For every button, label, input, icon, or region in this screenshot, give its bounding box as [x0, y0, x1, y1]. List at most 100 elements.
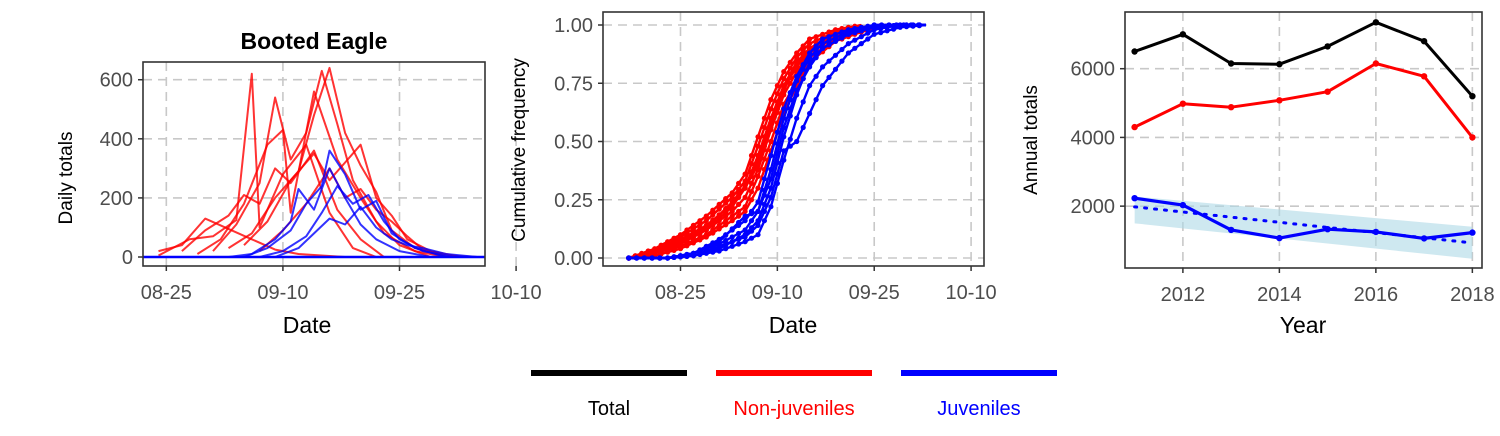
cumulative-x-axis-title: Date: [769, 312, 818, 338]
cumulative-point: [703, 244, 709, 251]
cumulative-point: [649, 255, 655, 261]
cumulative-point: [729, 213, 735, 219]
cumulative-point: [826, 34, 832, 40]
cumulative-point: [742, 208, 748, 214]
cumulative-point: [736, 208, 742, 214]
cumulative-point: [807, 36, 813, 42]
cumulative-point: [820, 41, 826, 47]
cumulative-point: [684, 235, 690, 241]
annual-y-tick-label: 4000: [1071, 127, 1116, 149]
cumulative-point: [755, 157, 761, 163]
cumulative-point: [761, 115, 768, 121]
cumulative-point: [761, 208, 768, 214]
daily-panel-title: Booted Eagle: [241, 28, 388, 54]
cumulative-point: [774, 91, 781, 97]
annual-y-ticks: 2000 4000 6000: [1071, 59, 1125, 218]
cumulative-point: [865, 30, 871, 36]
cumulative-point: [671, 254, 677, 260]
cumulative-point: [878, 29, 884, 36]
cumulative-point: [755, 232, 761, 238]
cumulative-point: [787, 143, 793, 149]
daily-y-ticks: 0 200 400 600: [100, 70, 143, 269]
cumulative-point: [878, 24, 884, 30]
cumulative-point: [800, 99, 806, 105]
daily-x-tick-label: 09-10: [257, 282, 308, 304]
annual-point-juveniles: [1324, 226, 1331, 233]
cumulative-point: [748, 218, 755, 224]
annual-plot-frame: [1124, 11, 1483, 269]
cumulative-point: [871, 31, 877, 37]
cumulative-point: [748, 180, 755, 186]
cumulative-point: [761, 156, 768, 162]
cumulative-point: [755, 208, 761, 214]
annual-y-tick-label: 2000: [1071, 196, 1116, 218]
cumulative-point: [716, 248, 722, 254]
cumulative-point: [781, 85, 787, 91]
daily-y-tick-label: 0: [122, 247, 133, 269]
cumulative-point: [703, 218, 709, 224]
cumulative-point: [641, 255, 647, 261]
cumulative-point: [800, 62, 806, 68]
annual-point-total: [1227, 60, 1235, 67]
cumulative-point: [794, 50, 800, 56]
annual-point-juveniles: [1469, 229, 1476, 236]
cumulative-y-ticks: 0.00 0.25 0.50 0.75 1.00: [554, 15, 603, 270]
daily-y-tick-label: 600: [100, 70, 133, 92]
cumulative-point: [768, 138, 774, 145]
cumulative-point: [755, 134, 761, 140]
cumulative-point: [748, 235, 755, 241]
daily-x-tick-label: 09-25: [374, 282, 425, 304]
cumulative-point: [761, 201, 768, 207]
annual-line-juveniles: [1134, 196, 1473, 240]
cumulative-point: [761, 124, 768, 131]
cumulative-point: [826, 42, 832, 48]
cumulative-points-non-juveniles: [626, 24, 858, 261]
cumulative-point: [794, 87, 800, 93]
cumulative-point: [729, 190, 735, 196]
cumulative-point: [716, 226, 722, 232]
cumulative-y-tick-label: 0.25: [554, 190, 593, 212]
cumulative-x-tick-label: 09-25: [849, 282, 900, 304]
cumulative-point: [755, 173, 761, 179]
cumulative-x-tick-label: 10-10: [946, 282, 997, 304]
daily-line-juveniles: [228, 167, 431, 258]
annual-point-total: [1469, 93, 1476, 100]
cumulative-point: [710, 230, 716, 236]
cumulative-point: [710, 207, 716, 213]
cumulative-point: [710, 242, 716, 248]
daily-line-non-juveniles: [158, 72, 377, 258]
cumulative-point: [807, 110, 813, 117]
cumulative-point: [832, 52, 839, 58]
cumulative-point: [742, 213, 748, 219]
cumulative-point: [723, 246, 729, 252]
daily-line-non-juveniles: [212, 69, 431, 258]
cumulative-point: [677, 253, 684, 259]
cumulative-point: [671, 247, 677, 253]
cumulative-point: [626, 255, 632, 261]
cumulative-point: [813, 55, 819, 61]
cumulative-point: [891, 23, 897, 29]
cumulative-point: [858, 34, 864, 40]
cumulative-point: [768, 176, 774, 182]
cumulative-point: [768, 106, 774, 112]
daily-line-non-juveniles: [243, 143, 462, 258]
cumulative-point: [716, 206, 722, 212]
cumulative-point: [742, 234, 748, 240]
cumulative-point: [671, 241, 677, 247]
daily-line-non-juveniles: [181, 149, 385, 258]
cumulative-point: [852, 29, 858, 36]
cumulative-point: [755, 222, 761, 228]
cumulative-point: [748, 189, 755, 195]
annual-x-tick-label: 2016: [1354, 284, 1399, 306]
annual-point-non-juveniles: [1276, 97, 1283, 104]
cumulative-point: [703, 234, 709, 240]
annual-totals-panel: 2012 2014 2016 2018 2000 4000 6000 Year Annua…: [1021, 11, 1495, 338]
annual-point-juveniles: [1227, 226, 1235, 234]
cumulative-y-tick-label: 0.00: [554, 248, 593, 270]
cumulative-point: [832, 31, 839, 37]
cumulative-point: [665, 255, 671, 261]
cumulative-point: [697, 247, 703, 253]
cumulative-point: [665, 239, 671, 245]
cumulative-point: [832, 27, 839, 33]
